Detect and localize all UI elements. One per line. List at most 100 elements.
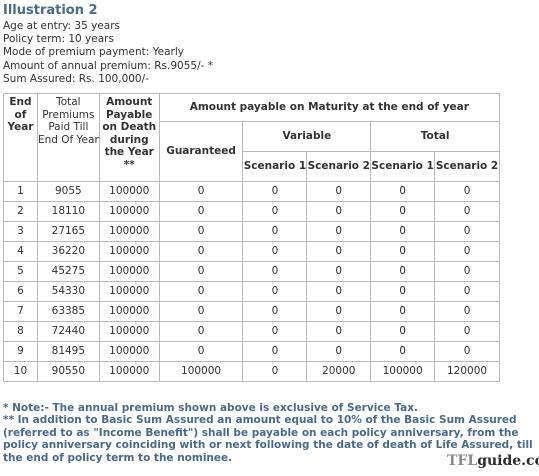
table-cell: 0 [434,301,500,322]
header-variable-scenario-1: Scenario 1 [242,151,308,182]
table-cell: 100000 [98,181,160,202]
table-cell: 4 [3,241,38,262]
table-cell: 0 [434,201,500,222]
table-cell: 72440 [36,321,100,342]
table-cell: 10 [3,361,38,382]
info-policy-term: Policy term: 10 years [3,33,114,46]
illustration-table: End of Year Total Premiums Paid Till End… [3,93,501,382]
table-cell: 0 [242,321,308,342]
table-cell: 0 [434,261,500,282]
table-cell: 45275 [36,261,100,282]
info-sum-assured: Sum Assured: Rs. 100,000/- [3,72,149,85]
table-cell: 20000 [306,361,372,382]
table-cell: 0 [434,321,500,342]
table-row: 10 90550 100000 100000 0 20000 100000 120000 [3,361,500,382]
watermark-domain: guide.com [477,453,539,469]
table-cell: 0 [306,321,372,342]
table-cell: 0 [158,301,244,322]
info-age: Age at entry: 35 years [3,20,121,32]
table-cell: 27165 [36,221,100,242]
header-variable-scenario-2: Scenario 2 [306,151,372,182]
illustration-title: Illustration 2 [3,3,98,18]
table-cell: 90550 [36,361,100,382]
header-total-scenario-2: Scenario 2 [434,151,500,182]
table-cell: 0 [242,201,308,222]
table-cell: 100000 [98,221,160,242]
table-cell: 0 [242,261,308,282]
table-cell: 0 [158,321,244,342]
table-cell: 0 [434,241,500,262]
table-cell: 7 [3,301,38,322]
table-cell: 0 [370,201,436,222]
table-cell: 36220 [36,241,100,262]
table-cell: 0 [370,181,436,202]
table-cell: 18110 [36,201,100,222]
info-annual-premium: Amount of annual premium: Rs.9055/- * [3,59,213,72]
table-cell: 0 [306,281,372,302]
table-row: 2 18110 100000 0 0 0 0 0 [3,201,500,222]
table-cell: 0 [370,281,436,302]
header-guaranteed: Guaranteed [158,121,244,182]
header-variable: Variable [242,121,372,152]
table-cell: 9055 [36,181,100,202]
table-cell: 100000 [98,261,160,282]
table-cell: 0 [306,181,372,202]
table-cell: 6 [3,281,38,302]
table-cell: 100000 [98,201,160,222]
info-premium-mode: Mode of premium payment: Yearly [3,46,184,59]
table-cell: 100000 [158,361,244,382]
footnotes: * Note:- The annual premium shown above … [3,402,533,464]
table-cell: 0 [242,281,308,302]
table-cell: 9 [3,341,38,362]
table-row: 3 27165 100000 0 0 0 0 0 [3,221,500,242]
table-cell: 54330 [36,281,100,302]
table-cell: 100000 [98,301,160,322]
table-row: 6 54330 100000 0 0 0 0 0 [3,281,500,302]
note-income-benefit: ** In addition to Basic Sum Assured an a… [3,414,533,464]
table-cell: 100000 [98,341,160,362]
table-cell: 1 [3,181,38,202]
table-cell: 100000 [98,361,160,382]
table-cell: 0 [158,181,244,202]
table-cell: 0 [306,201,372,222]
illustration-block: Illustration 2 Age at entry: 35 years Po… [3,3,536,86]
table-cell: 3 [3,221,38,242]
table-cell: 8 [3,321,38,342]
table-cell: 5 [3,261,38,282]
table-cell: 0 [306,341,372,362]
table-cell: 0 [158,241,244,262]
table-cell: 0 [306,261,372,282]
table-cell: 0 [158,261,244,282]
table-cell: 0 [242,341,308,362]
table-cell: 0 [370,341,436,362]
header-total: Total [370,121,500,152]
table-row: 1 9055 100000 0 0 0 0 0 [3,181,500,202]
table-cell: 0 [306,301,372,322]
header-total-scenario-1: Scenario 1 [370,151,436,182]
tflguide-watermark: TFLguide.com [445,453,539,469]
table-cell: 0 [158,281,244,302]
table-cell: 0 [370,301,436,322]
header-amount-on-death: Amount Payable on Death during the Year … [98,93,160,182]
table-row: 7 63385 100000 0 0 0 0 0 [3,301,500,322]
table-cell: 120000 [434,361,500,382]
table-row: 9 81495 100000 0 0 0 0 0 [3,341,500,362]
table-cell: 100000 [98,321,160,342]
table-cell: 0 [158,341,244,362]
header-total-premiums: Total Premiums Paid Till End Of Year [36,93,100,182]
table-row: 8 72440 100000 0 0 0 0 0 [3,321,500,342]
header-end-of-year: End of Year [3,93,38,182]
table-cell: 0 [242,221,308,242]
table-cell: 0 [242,241,308,262]
table-cell: 0 [306,241,372,262]
table-cell: 81495 [36,341,100,362]
header-maturity: Amount payable on Maturity at the end of… [158,93,501,122]
table-cell: 0 [306,221,372,242]
table-cell: 0 [370,241,436,262]
table-cell: 0 [434,281,500,302]
table-cell: 0 [434,221,500,242]
table-cell: 0 [158,201,244,222]
table-cell: 0 [370,321,436,342]
note-service-tax: * Note:- The annual premium shown above … [3,402,418,414]
table-cell: 0 [158,221,244,242]
